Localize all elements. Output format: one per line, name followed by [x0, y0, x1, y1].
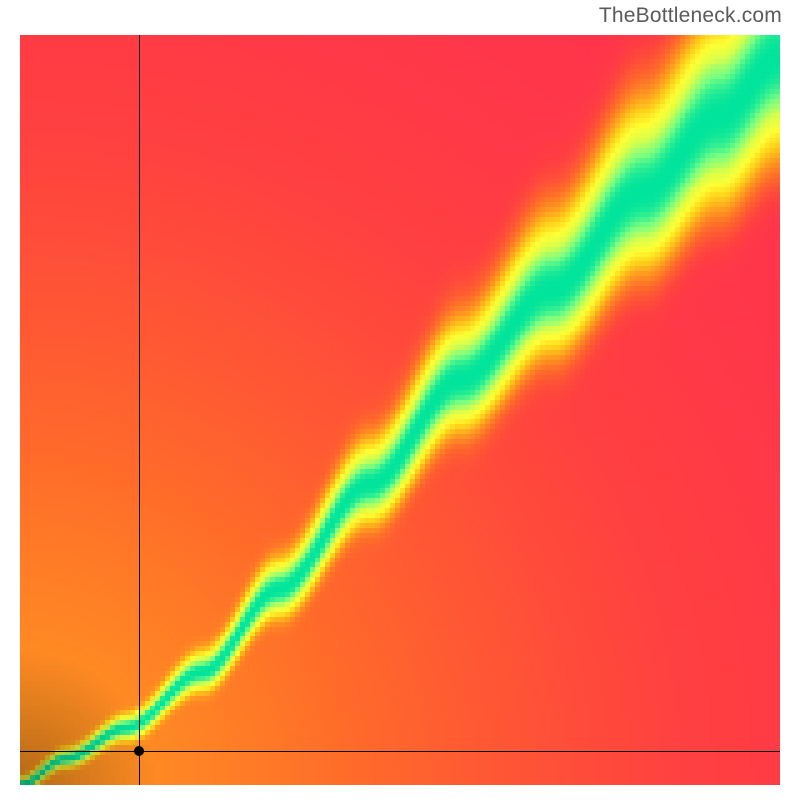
root: { "attribution": { "text": "TheBottlenec…	[0, 0, 800, 800]
heatmap-canvas	[20, 35, 780, 785]
crosshair-marker	[134, 746, 144, 756]
heatmap-plot	[20, 35, 780, 785]
crosshair-vertical	[139, 35, 140, 785]
attribution-text: TheBottleneck.com	[599, 4, 782, 28]
